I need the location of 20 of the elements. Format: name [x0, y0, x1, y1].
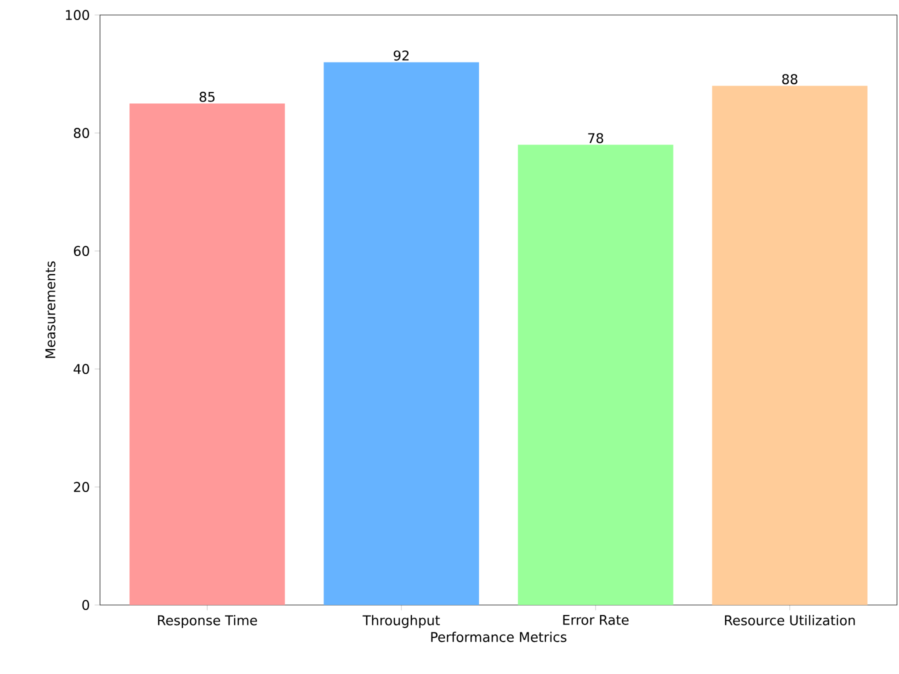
x-tick-label: Error Rate: [563, 615, 629, 625]
y-tick-label: 20: [74, 482, 90, 492]
bar: [518, 144, 674, 605]
y-tick-label: 100: [66, 10, 90, 20]
bar: [324, 62, 480, 605]
data-label: 78: [588, 133, 604, 144]
data-label: 88: [782, 74, 798, 84]
y-tick-label: 40: [74, 364, 90, 374]
y-tick-label: 80: [74, 128, 90, 138]
x-tick-label: Response Time: [158, 615, 257, 628]
bar: [130, 103, 285, 605]
x-axis-title: Performance Metrics: [431, 632, 566, 642]
data-label: 92: [394, 50, 409, 61]
data-label: 85: [200, 92, 215, 102]
y-tick-label: 0: [82, 600, 90, 610]
x-tick-label: Resource Utilization: [725, 615, 855, 626]
x-tick-label: Throughput: [362, 615, 440, 628]
y-axis-title: Measurements: [45, 261, 56, 358]
y-tick-label: 60: [74, 246, 90, 256]
bar: [712, 86, 868, 605]
